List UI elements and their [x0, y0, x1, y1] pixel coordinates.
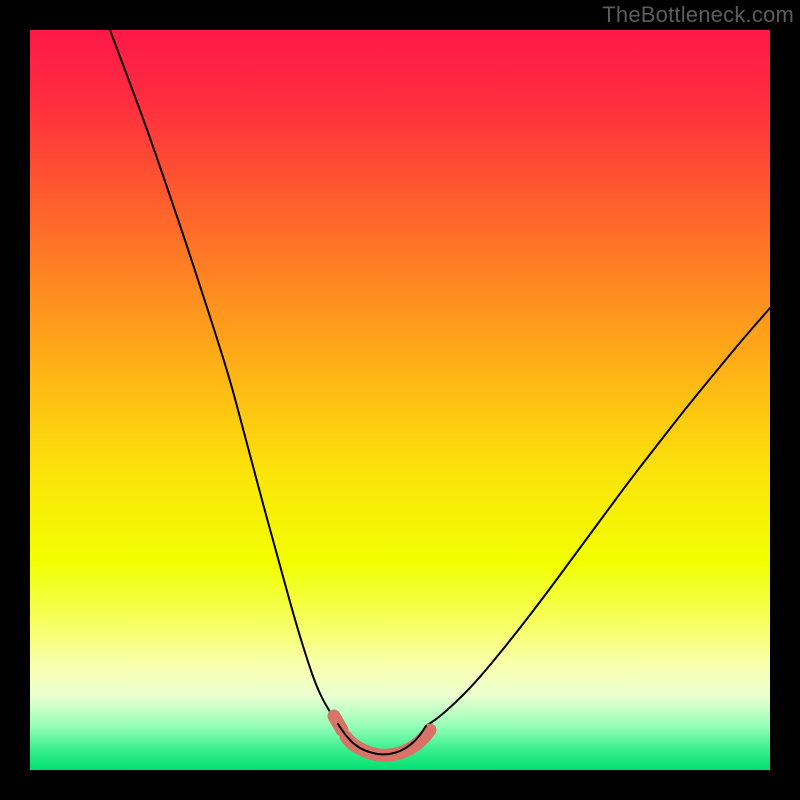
- curve-right-branch: [426, 308, 770, 726]
- watermark-text: TheBottleneck.com: [602, 2, 794, 28]
- curve-left-branch: [110, 30, 338, 724]
- trough-highlight-1: [346, 730, 430, 755]
- bottleneck-curve-svg: [30, 30, 770, 770]
- plot-area: [30, 30, 770, 770]
